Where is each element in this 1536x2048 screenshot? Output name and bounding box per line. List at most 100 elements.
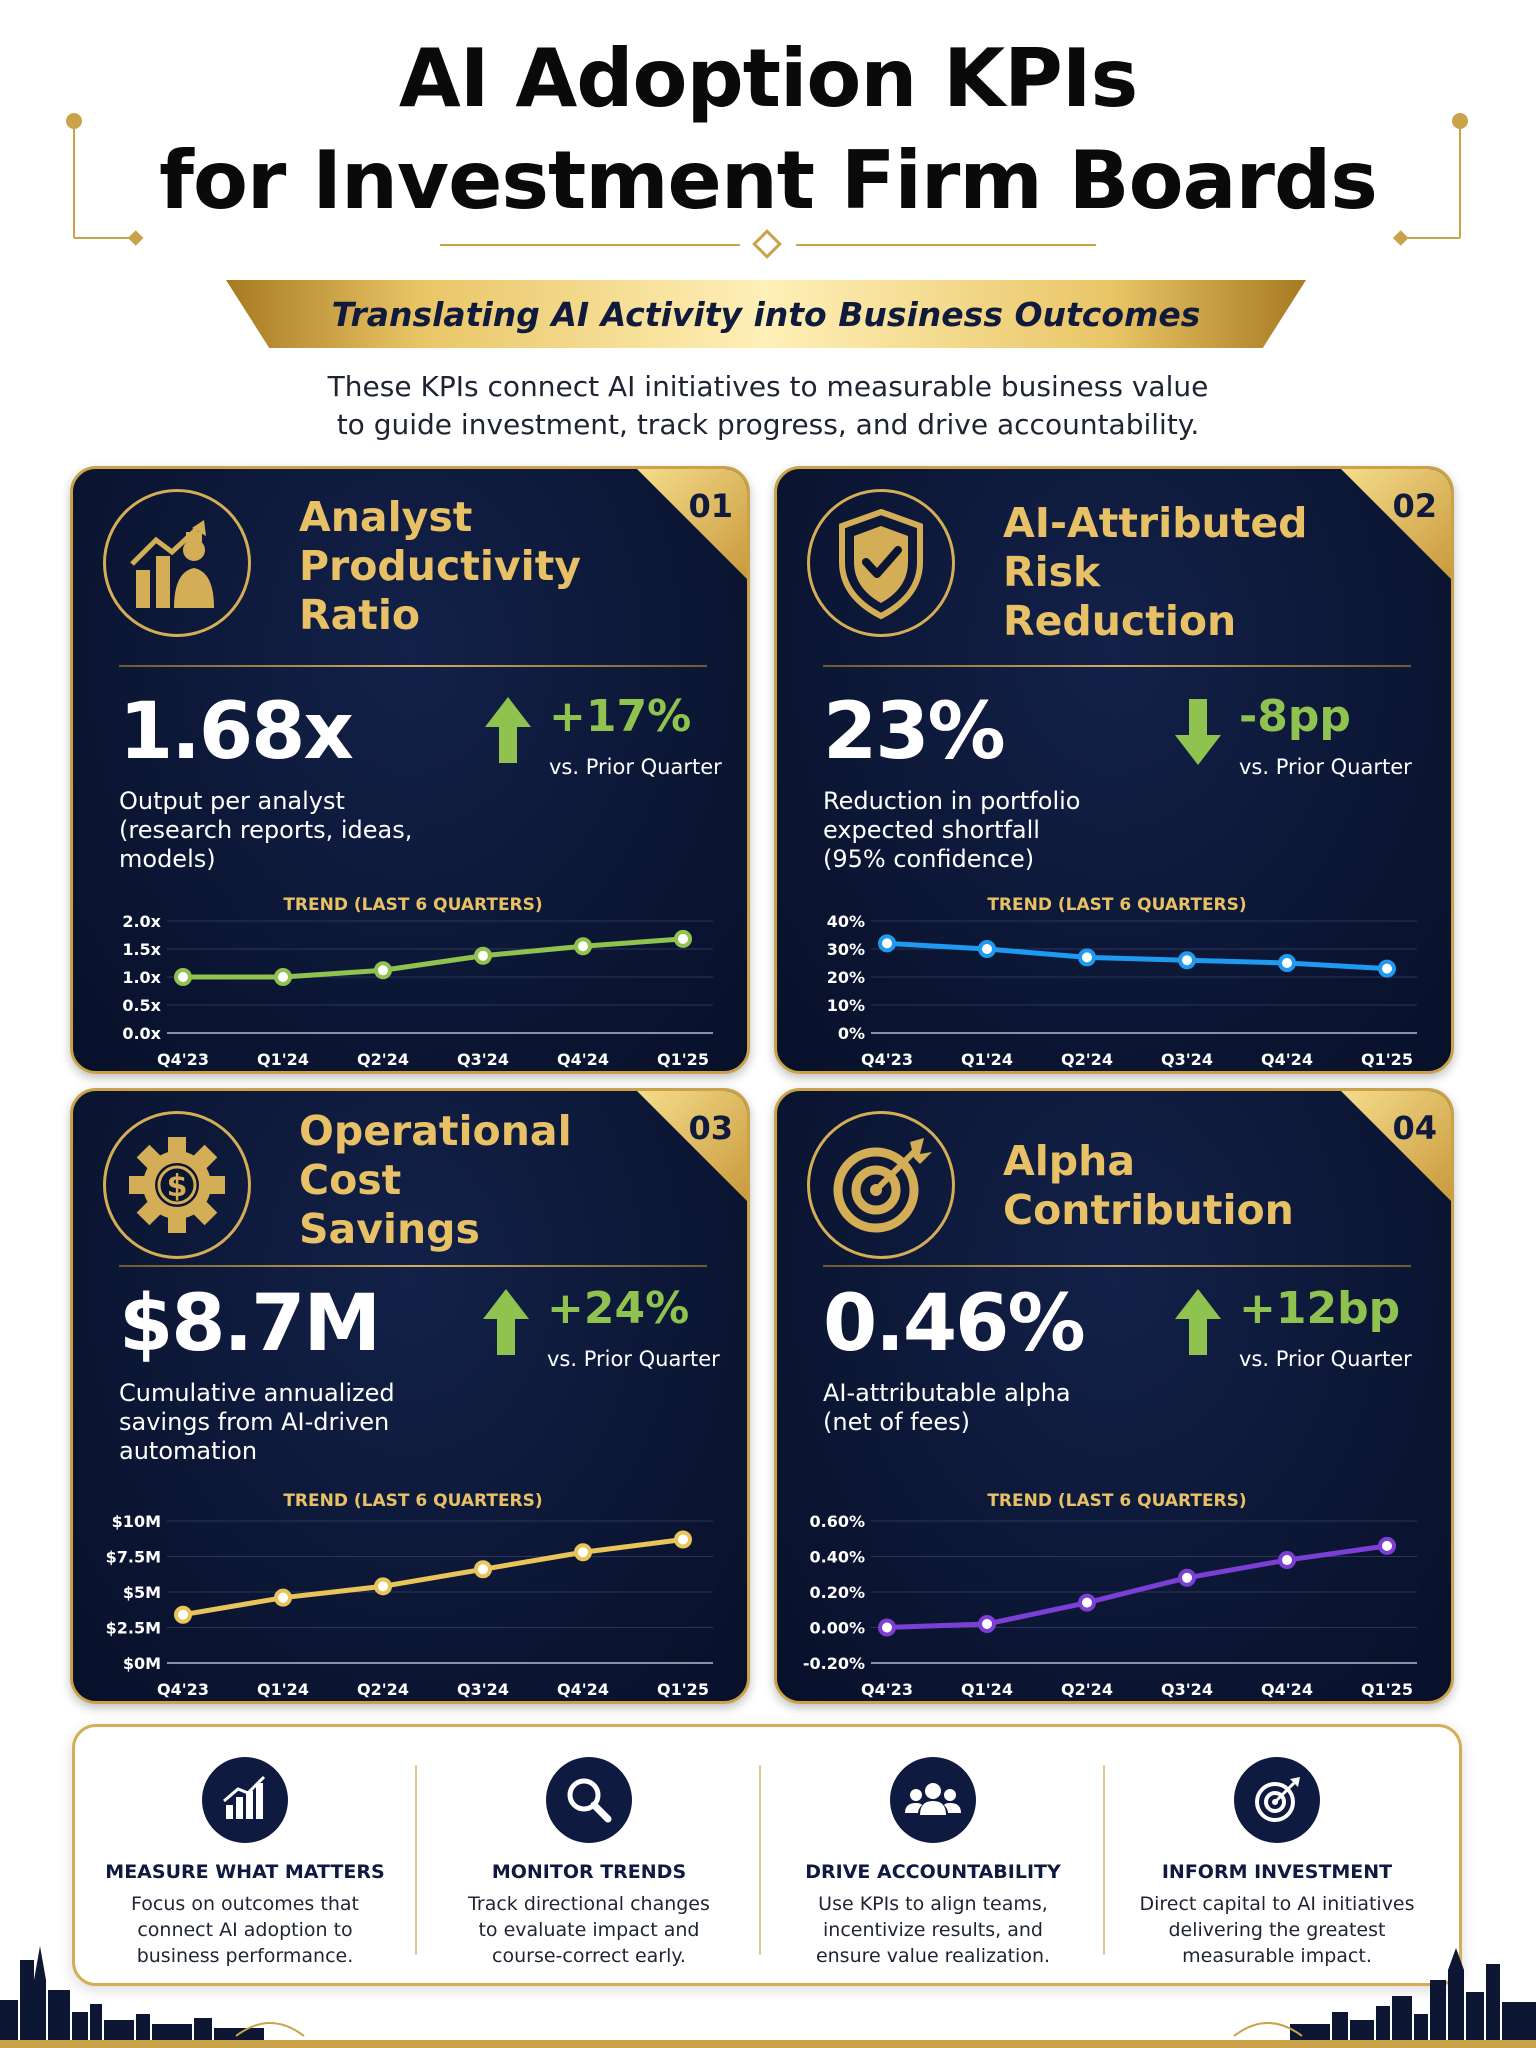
card-title-line: Alpha bbox=[1003, 1137, 1135, 1185]
trend-chart: $0M $2.5M $5M $7.5M $10M Q4'23 Q1'24 Q2'24 Q3'24… bbox=[106, 1512, 713, 1699]
x-tick-label: Q4'23 bbox=[157, 1050, 209, 1069]
trend-chart: 0.0x 0.5x 1.0x 1.5x 2.0x Q4'23 Q1'24 Q2'24 Q3'24… bbox=[122, 912, 713, 1069]
arrow-down-icon bbox=[1175, 699, 1221, 765]
card-title-line: Analyst bbox=[299, 493, 473, 541]
data-point bbox=[1378, 1536, 1396, 1555]
principle-line: business performance. bbox=[136, 1945, 354, 1967]
principle-monitor: MONITOR TRENDS Track directional changes… bbox=[419, 1727, 759, 1989]
title-line-2: for Investment Firm Boards bbox=[159, 134, 1378, 227]
x-tick-label: Q1'25 bbox=[657, 1050, 709, 1069]
svg-text:$: $ bbox=[167, 1169, 188, 1204]
data-point bbox=[474, 946, 492, 965]
x-tick-label: Q2'24 bbox=[1061, 1680, 1113, 1699]
x-tick-label: Q4'23 bbox=[157, 1680, 209, 1699]
desc-line: savings from AI-driven bbox=[119, 1408, 390, 1436]
principle-line: connect AI adoption to bbox=[137, 1919, 353, 1941]
principle-line: delivering the greatest bbox=[1168, 1919, 1386, 1941]
kpi-delta: +17% bbox=[549, 691, 692, 742]
card-title: Operational Cost Savings bbox=[299, 1107, 572, 1254]
card-title-line: Productivity bbox=[299, 542, 582, 590]
card-title: Analyst Productivity Ratio bbox=[299, 493, 581, 640]
y-tick-label: 0.60% bbox=[809, 1512, 865, 1531]
series-line bbox=[886, 1543, 1388, 1630]
card-title: AI-Attributed Risk Reduction bbox=[1003, 499, 1308, 646]
y-tick-label: 0.40% bbox=[809, 1548, 865, 1567]
y-tick-label: 0.00% bbox=[809, 1619, 865, 1638]
trend-title: TREND (LAST 6 QUARTERS) bbox=[283, 895, 543, 915]
column-divider bbox=[759, 1765, 761, 1955]
y-tick-label: 1.0x bbox=[122, 968, 161, 987]
card-divider bbox=[823, 665, 1411, 667]
arrow-up-icon bbox=[1175, 1289, 1221, 1355]
trend-title: TREND (LAST 6 QUARTERS) bbox=[987, 1491, 1247, 1511]
data-point bbox=[674, 1530, 692, 1549]
principle-text: Use KPIs to align teams, incentivize res… bbox=[763, 1891, 1103, 1969]
data-point bbox=[1078, 948, 1096, 967]
y-tick-label: -0.20% bbox=[803, 1654, 865, 1673]
series-line bbox=[886, 940, 1388, 972]
x-tick-label: Q1'25 bbox=[657, 1680, 709, 1699]
data-point bbox=[674, 929, 692, 948]
target-arrow-icon bbox=[807, 1111, 955, 1259]
card-divider bbox=[119, 1265, 707, 1267]
data-point bbox=[1278, 1551, 1296, 1570]
y-tick-label: 30% bbox=[827, 940, 865, 959]
series-line bbox=[183, 936, 684, 980]
x-tick-label: Q3'24 bbox=[457, 1050, 509, 1069]
kpi-value: 0.46% bbox=[823, 1279, 1086, 1369]
arrow-up-icon bbox=[485, 697, 531, 763]
data-point bbox=[374, 1577, 392, 1596]
team-icon bbox=[890, 1757, 976, 1843]
principle-line: Direct capital to AI initiatives bbox=[1139, 1893, 1415, 1915]
bar-chart-icon bbox=[202, 1757, 288, 1843]
data-point bbox=[878, 1618, 896, 1637]
card-number: 01 bbox=[688, 487, 733, 525]
column-divider bbox=[415, 1765, 417, 1955]
kpi-description: AI-attributable alpha (net of fees) bbox=[823, 1379, 1153, 1437]
subtitle-text: Translating AI Activity into Business Ou… bbox=[331, 294, 1201, 334]
principle-line: Use KPIs to align teams, bbox=[818, 1893, 1048, 1915]
card-number: 04 bbox=[1392, 1109, 1437, 1147]
card-title-line: Cost bbox=[299, 1156, 402, 1204]
y-tick-label: 0.0x bbox=[122, 1024, 161, 1043]
target-icon bbox=[1234, 1757, 1320, 1843]
magnifier-icon bbox=[546, 1757, 632, 1843]
principle-title: MONITOR TRENDS bbox=[491, 1861, 687, 1883]
y-tick-label: $5M bbox=[123, 1583, 161, 1602]
data-point bbox=[978, 1614, 996, 1633]
kpi-card-analyst-productivity: 01 Analyst Productivity Ratio 1.68x +17%… bbox=[70, 466, 750, 1074]
gear-dollar-icon: $ bbox=[103, 1111, 251, 1259]
x-tick-label: Q2'24 bbox=[357, 1050, 409, 1069]
title-ornament bbox=[66, 113, 1468, 259]
principle-line: Track directional changes bbox=[468, 1893, 710, 1915]
x-tick-label: Q1'24 bbox=[257, 1680, 309, 1699]
x-tick-label: Q2'24 bbox=[357, 1680, 409, 1699]
principle-text: Direct capital to AI initiatives deliver… bbox=[1107, 1891, 1447, 1969]
y-tick-label: 1.5x bbox=[122, 940, 161, 959]
kpi-delta: +12bp bbox=[1239, 1283, 1401, 1334]
x-tick-label: Q2'24 bbox=[1061, 1050, 1113, 1069]
desc-line: Reduction in portfolio bbox=[823, 787, 1081, 815]
intro-line-2: to guide investment, track progress, and… bbox=[336, 408, 1200, 441]
x-tick-label: Q1'24 bbox=[961, 1050, 1013, 1069]
principle-measure: MEASURE WHAT MATTERS Focus on outcomes t… bbox=[75, 1727, 415, 1989]
y-tick-label: 2.0x bbox=[122, 912, 161, 931]
data-point bbox=[1178, 951, 1196, 970]
title-line-1: AI Adoption KPIs bbox=[398, 32, 1138, 125]
card-divider bbox=[823, 1265, 1411, 1267]
kpi-card-risk-reduction: 02 AI-Attributed Risk Reduction 23% -8pp… bbox=[774, 466, 1454, 1074]
kpi-delta-label: vs. Prior Quarter bbox=[1239, 1347, 1412, 1371]
kpi-value: $8.7M bbox=[119, 1279, 381, 1369]
card-title-line: Ratio bbox=[299, 591, 421, 639]
kpi-value: 1.68x bbox=[119, 687, 354, 777]
data-point bbox=[374, 961, 392, 980]
card-title-line: Operational bbox=[299, 1107, 572, 1155]
x-tick-label: Q4'24 bbox=[557, 1050, 609, 1069]
principle-line: incentivize results, and bbox=[823, 1919, 1043, 1941]
y-tick-label: $0M bbox=[123, 1654, 161, 1673]
data-point bbox=[1178, 1568, 1196, 1587]
card-title-line: Contribution bbox=[1003, 1186, 1294, 1234]
y-tick-label: $7.5M bbox=[106, 1548, 161, 1567]
column-divider bbox=[1103, 1765, 1105, 1955]
principle-line: measurable impact. bbox=[1182, 1945, 1372, 1967]
